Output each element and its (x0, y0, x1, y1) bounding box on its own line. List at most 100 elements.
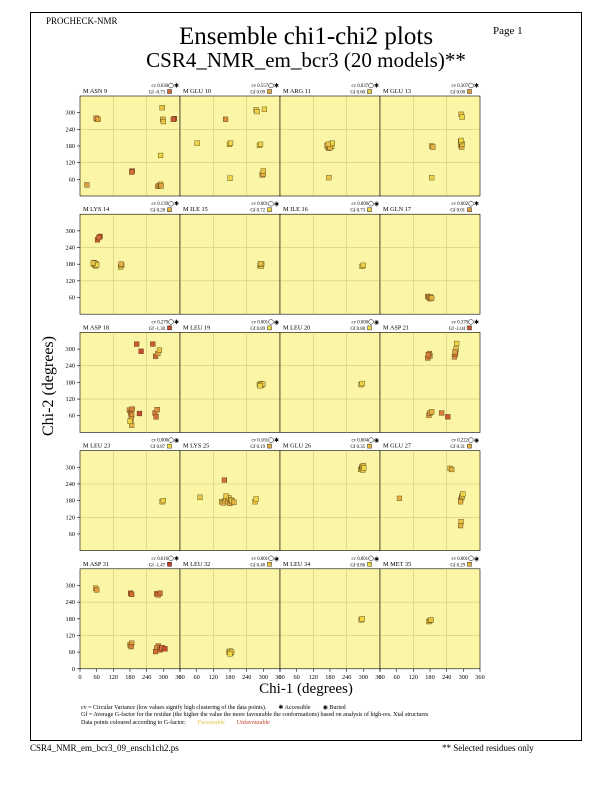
cv-pie-icon (468, 319, 474, 325)
x-tick-label: 240 (442, 674, 451, 681)
data-point (84, 182, 90, 188)
data-point (162, 646, 168, 652)
gf-colour-swatch (367, 207, 372, 212)
gf-value: Gf 0.73 (350, 209, 365, 214)
x-tick-label: 360 (375, 674, 384, 681)
cv-value: cv 0.037 (351, 84, 368, 89)
data-point (95, 116, 101, 122)
y-tick-label: 60 (69, 295, 75, 302)
gf-value: Gf -0.73 (149, 91, 166, 96)
cv-pie-icon (368, 437, 374, 443)
x-tick-label: 60 (94, 674, 100, 681)
data-point (396, 495, 403, 501)
y-tick-label: 240 (66, 126, 75, 133)
data-point (222, 116, 229, 122)
panel-background (279, 568, 381, 670)
data-point (223, 493, 229, 499)
y-tick-label: 180 (66, 261, 75, 268)
cv-value: cv 0.002 (451, 202, 468, 207)
cv-value: cv 0.379 (451, 320, 468, 325)
residue-label: M ASP 18 (83, 324, 109, 331)
y-tick-label: 60 (69, 176, 75, 183)
data-point (452, 349, 458, 355)
buried-circle-icon: ◉ (474, 555, 479, 562)
buried-circle-icon: ◉ (374, 437, 379, 444)
panel-m-leu-20: M LEU 20 cv 0.000 Gf 0.88 ◉ (279, 319, 381, 433)
gf-value: Gf 0.09 (250, 91, 265, 96)
residue-label: M ILE 16 (283, 206, 308, 213)
y-tick-label: 120 (66, 632, 75, 639)
panel-background (79, 450, 181, 551)
x-axis-label: Chi-1 (degrees) (259, 681, 353, 697)
panel-m-ile-16: M ILE 16 cv 0.000 Gf 0.73 ◉ (279, 201, 381, 315)
x-tick-label: 60 (194, 674, 200, 681)
gf-colour-swatch (167, 89, 172, 94)
data-point (260, 168, 266, 174)
data-point (90, 260, 96, 266)
gf-colour-swatch (167, 562, 172, 567)
cv-pie-icon (468, 555, 474, 561)
cv-value: cv 0.001 (251, 202, 268, 207)
gf-value: Gf -1.30 (149, 327, 166, 332)
data-point (153, 414, 159, 420)
gf-colour-swatch (267, 325, 272, 331)
data-point (257, 141, 264, 147)
gf-colour-swatch (367, 562, 372, 567)
data-point (460, 491, 466, 497)
footer-filename: CSR4_NMR_em_bcr3_09_ensch1ch2.ps (30, 743, 179, 753)
cv-value: cv 0.557 (251, 84, 268, 89)
data-point (157, 152, 164, 159)
page-number: Page 1 (493, 25, 523, 37)
buried-circle-icon: ◉ (374, 319, 379, 326)
accessible-star-icon: ✱ (274, 437, 279, 444)
footer-selected-note: ** Selected residues only (442, 743, 534, 753)
panel-background (179, 213, 281, 315)
x-tick-label: 60 (394, 674, 400, 681)
cv-pie-icon (368, 555, 374, 561)
x-tick-label: 0 (178, 674, 181, 681)
data-point (257, 261, 264, 267)
page-frame (30, 12, 582, 741)
gf-value: Gf 0.35 (350, 445, 365, 450)
data-point (152, 649, 159, 655)
program-name: PROCHECK-NMR (46, 16, 118, 26)
data-point (429, 295, 435, 301)
gf-value: Gf 0.19 (250, 445, 265, 450)
cv-pie-icon (468, 201, 474, 207)
x-tick-label: 300 (459, 674, 468, 681)
cv-pie-icon (268, 82, 274, 89)
y-tick-label: 120 (66, 396, 75, 403)
y-axis-label: Chi-2 (degrees) (40, 336, 57, 436)
cv-pie-icon (368, 319, 374, 325)
unfavourable-label: Unfavourable (236, 720, 270, 726)
residue-label: M MET 35 (383, 561, 411, 568)
gf-value: Gf 0.00 (450, 91, 465, 96)
gf-colour-swatch (467, 89, 472, 94)
residue-label: M LEU 19 (183, 324, 210, 331)
accessible-star-icon: ✱ (274, 83, 279, 90)
data-point (445, 414, 451, 420)
cv-value: cv 0.000 (351, 202, 368, 207)
data-point (138, 348, 144, 354)
cv-pie-icon (168, 437, 174, 443)
data-point (127, 418, 133, 424)
buried-circle-icon: ◉ (322, 705, 328, 711)
residue-label: M ILE 15 (183, 206, 208, 213)
gf-value: Gf 0.88 (350, 327, 365, 332)
gf-value: Gf 0.28 (150, 209, 165, 214)
data-point (194, 140, 200, 146)
cv-pie-icon (468, 437, 474, 443)
x-tick-label: 360 (275, 674, 284, 681)
x-tick-label: 60 (294, 674, 300, 681)
panel-m-leu-19: M LEU 19 cv 0.001 Gf 0.89 ◉ (179, 319, 281, 433)
data-point (253, 496, 259, 502)
cv-value: cv 0.139 (151, 202, 168, 207)
residue-label: M GLU 27 (383, 443, 411, 450)
favourable-label: Favourable (197, 720, 225, 726)
cv-value: cv 0.307 (451, 84, 468, 89)
gf-colour-swatch (467, 325, 472, 331)
data-point (129, 169, 135, 175)
panel-m-asp-18: M ASP 18 cv 0.279 Gf -1.30 ✱ 60 120 180 240 300 (66, 319, 181, 433)
